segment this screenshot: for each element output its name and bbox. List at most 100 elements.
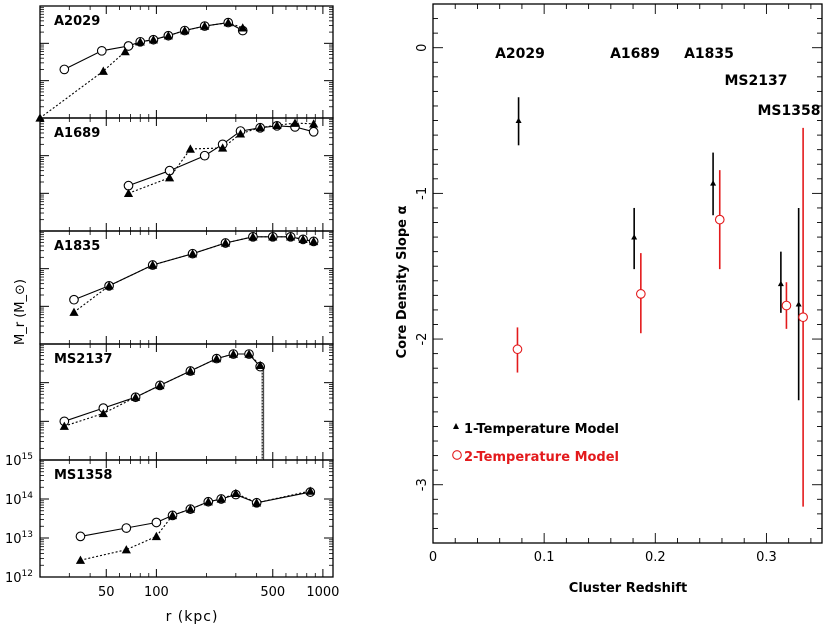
filled-triangle-point xyxy=(187,249,198,258)
open-series-line xyxy=(64,22,243,70)
filled-triangle-point xyxy=(255,360,265,370)
filled-triangle-point xyxy=(248,232,258,241)
open-circle-point xyxy=(798,312,808,323)
cluster-label-A1835: A1835 xyxy=(684,46,734,62)
filled-triangle-point xyxy=(130,392,141,401)
y-tick-label: -3 xyxy=(415,478,430,491)
legend-label-1: 1-Temperature Model xyxy=(464,422,619,437)
filled-triangle-point xyxy=(167,510,178,520)
filled-triangle-point xyxy=(123,188,134,198)
filled-triangle-point xyxy=(777,280,784,287)
cluster-label-A1689: A1689 xyxy=(610,46,660,62)
open-circle-point xyxy=(714,214,725,225)
filled-triangle-point xyxy=(244,349,254,358)
filled-triangle-point xyxy=(631,234,638,240)
filled-triangle-point xyxy=(151,531,161,541)
filled-triangle-point xyxy=(223,17,233,27)
filled-triangle-point xyxy=(203,497,213,506)
panel-label-A2029: A2029 xyxy=(54,14,100,29)
right-frame xyxy=(432,3,823,544)
filled-triangle-point xyxy=(104,281,114,290)
left-y-axis-label: M_r (M_⊙) xyxy=(13,279,28,345)
filled-triangle-point xyxy=(268,232,278,241)
open-series-line xyxy=(80,491,311,537)
x-tick-label: 0 xyxy=(429,550,437,565)
open-circle-point xyxy=(635,289,646,299)
open-circle-point xyxy=(308,126,319,137)
open-circle-point xyxy=(151,517,162,528)
filled-triangle-point xyxy=(216,494,226,503)
open-circle-point xyxy=(75,531,86,542)
x-tick-label: 100 xyxy=(144,585,169,600)
filled-triangle-point xyxy=(98,66,108,75)
filled-triangle-point xyxy=(231,488,241,497)
filled-triangle-point xyxy=(235,129,246,138)
filled-triangle-point xyxy=(121,545,131,554)
filled-triangle-point xyxy=(309,236,319,246)
filled-triangle-point xyxy=(290,118,300,127)
filled-triangle-point xyxy=(272,120,282,129)
y-tick-label-group: -2 xyxy=(415,333,430,346)
filled-triangle-point xyxy=(75,555,86,564)
filled-triangle-point xyxy=(212,353,222,363)
open-circle-point xyxy=(512,344,523,355)
open-series-line xyxy=(73,236,314,301)
y-tick-label-group: 0 xyxy=(415,44,430,52)
filled-triangle-point xyxy=(155,380,165,390)
y-tick-label: 0 xyxy=(415,44,430,52)
filled-triangle-point xyxy=(252,498,262,507)
filled-triangle-point xyxy=(120,47,130,56)
open-circle-point xyxy=(199,150,210,161)
filled-triangle-point xyxy=(795,301,802,307)
right-x-axis-label: Cluster Redshift xyxy=(569,581,687,596)
filled-triangle-point xyxy=(238,23,248,32)
filled-triangle-point xyxy=(255,122,265,132)
open-circle-point xyxy=(121,523,132,533)
right-y-axis-label-text: Core Density Slope α xyxy=(395,206,410,359)
y-tick-label-group: -3 xyxy=(415,478,430,491)
filled-triangle-point xyxy=(148,260,158,269)
right-y-axis-label: Core Density Slope α xyxy=(395,206,410,359)
right-slope-figure: 0 0.1 0.2 0.3 0 -1 -2 -3 A2029 A1689 A1835 MS2137 MS… xyxy=(415,3,823,565)
x-tick-label: 0.2 xyxy=(645,550,666,565)
panel-frame-MS1358 xyxy=(39,459,334,578)
legend-label-2: 2-Temperature Model xyxy=(464,450,619,465)
x-tick-label: 1000 xyxy=(306,585,339,600)
filled-triangle-point xyxy=(98,408,108,418)
filled-series-line xyxy=(128,122,314,194)
filled-triangle-point xyxy=(515,117,522,123)
filled-triangle-point xyxy=(218,143,228,152)
filled-triangle-point xyxy=(309,119,319,128)
open-circle-point xyxy=(123,41,134,51)
open-series-line xyxy=(128,125,314,187)
filled-triangle-point xyxy=(69,307,79,316)
x-tick-label: 50 xyxy=(98,585,115,600)
panel-label-MS2137: MS2137 xyxy=(54,352,112,367)
filled-triangle-point xyxy=(305,486,315,495)
filled-triangle-point xyxy=(163,31,173,40)
y-tick-label: 1015 xyxy=(5,452,33,469)
filled-triangle-point xyxy=(286,232,296,241)
open-circle-point xyxy=(123,180,134,191)
filled-triangle-point xyxy=(710,180,717,186)
legend-circle-marker xyxy=(452,450,462,460)
filled-triangle-point xyxy=(185,366,195,375)
open-circle-point xyxy=(59,64,70,75)
panel-label-A1835: A1835 xyxy=(54,239,100,254)
filled-series-line xyxy=(39,22,243,119)
x-tick-label: 500 xyxy=(260,585,285,600)
open-circle-point xyxy=(781,300,792,311)
left-x-axis-label: r (kpc) xyxy=(166,609,219,625)
filled-triangle-point xyxy=(200,21,210,30)
cluster-label-A2029: A2029 xyxy=(495,46,545,62)
y-tick-label: 1012 xyxy=(5,569,33,586)
y-tick-label: 1013 xyxy=(5,530,33,547)
filled-triangle-point xyxy=(59,421,69,430)
filled-triangle-point xyxy=(185,504,195,513)
left-mass-profile-figure: A2029 A1689 A1835 MS2137 MS1358 1015 1014 1013 1… xyxy=(5,5,339,600)
legend: 1-Temperature Model 2-Temperature Model xyxy=(452,422,619,465)
filled-series-line xyxy=(73,236,314,313)
cluster-label-MS2137: MS2137 xyxy=(725,73,788,89)
open-circle-point xyxy=(96,45,107,56)
